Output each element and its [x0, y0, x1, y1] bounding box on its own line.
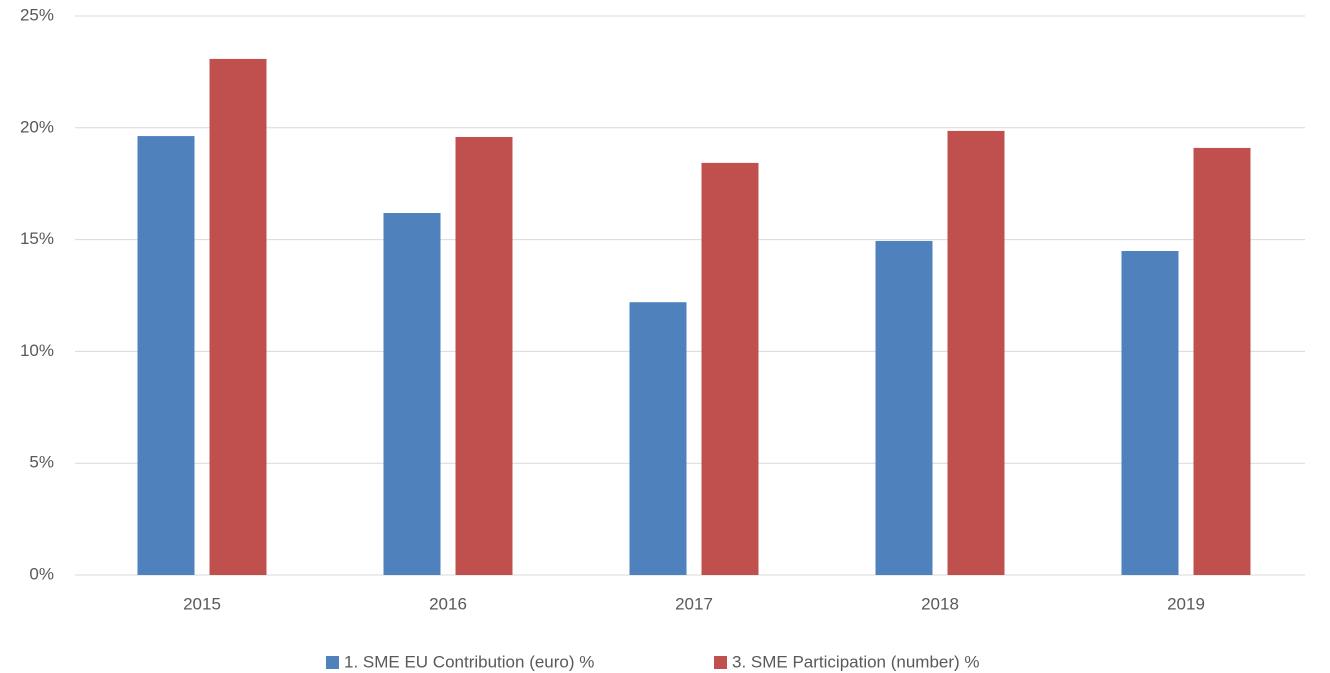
bar — [455, 136, 513, 576]
y-tick-label: 5% — [29, 453, 54, 472]
bar — [947, 130, 1005, 575]
y-tick-label: 0% — [29, 564, 54, 583]
bar — [875, 240, 933, 576]
x-tick-label: 2018 — [921, 594, 959, 613]
bar — [701, 162, 759, 575]
y-tick-label: 15% — [20, 229, 54, 248]
y-tick-label: 10% — [20, 341, 54, 360]
y-tick-label: 25% — [20, 5, 54, 24]
x-tick-label: 2019 — [1167, 594, 1205, 613]
bar — [209, 58, 267, 575]
bar — [137, 136, 195, 576]
bar — [383, 212, 441, 576]
legend-swatch — [326, 656, 339, 669]
legend-label: 1. SME EU Contribution (euro) % — [344, 652, 594, 671]
x-tick-label: 2015 — [183, 594, 221, 613]
x-tick-label: 2016 — [429, 594, 467, 613]
legend-swatch — [714, 656, 727, 669]
bar — [1193, 147, 1251, 575]
y-tick-label: 20% — [20, 117, 54, 136]
legend-label: 3. SME Participation (number) % — [732, 652, 980, 671]
bar — [629, 302, 687, 575]
bar — [1121, 251, 1179, 575]
x-tick-label: 2017 — [675, 594, 713, 613]
